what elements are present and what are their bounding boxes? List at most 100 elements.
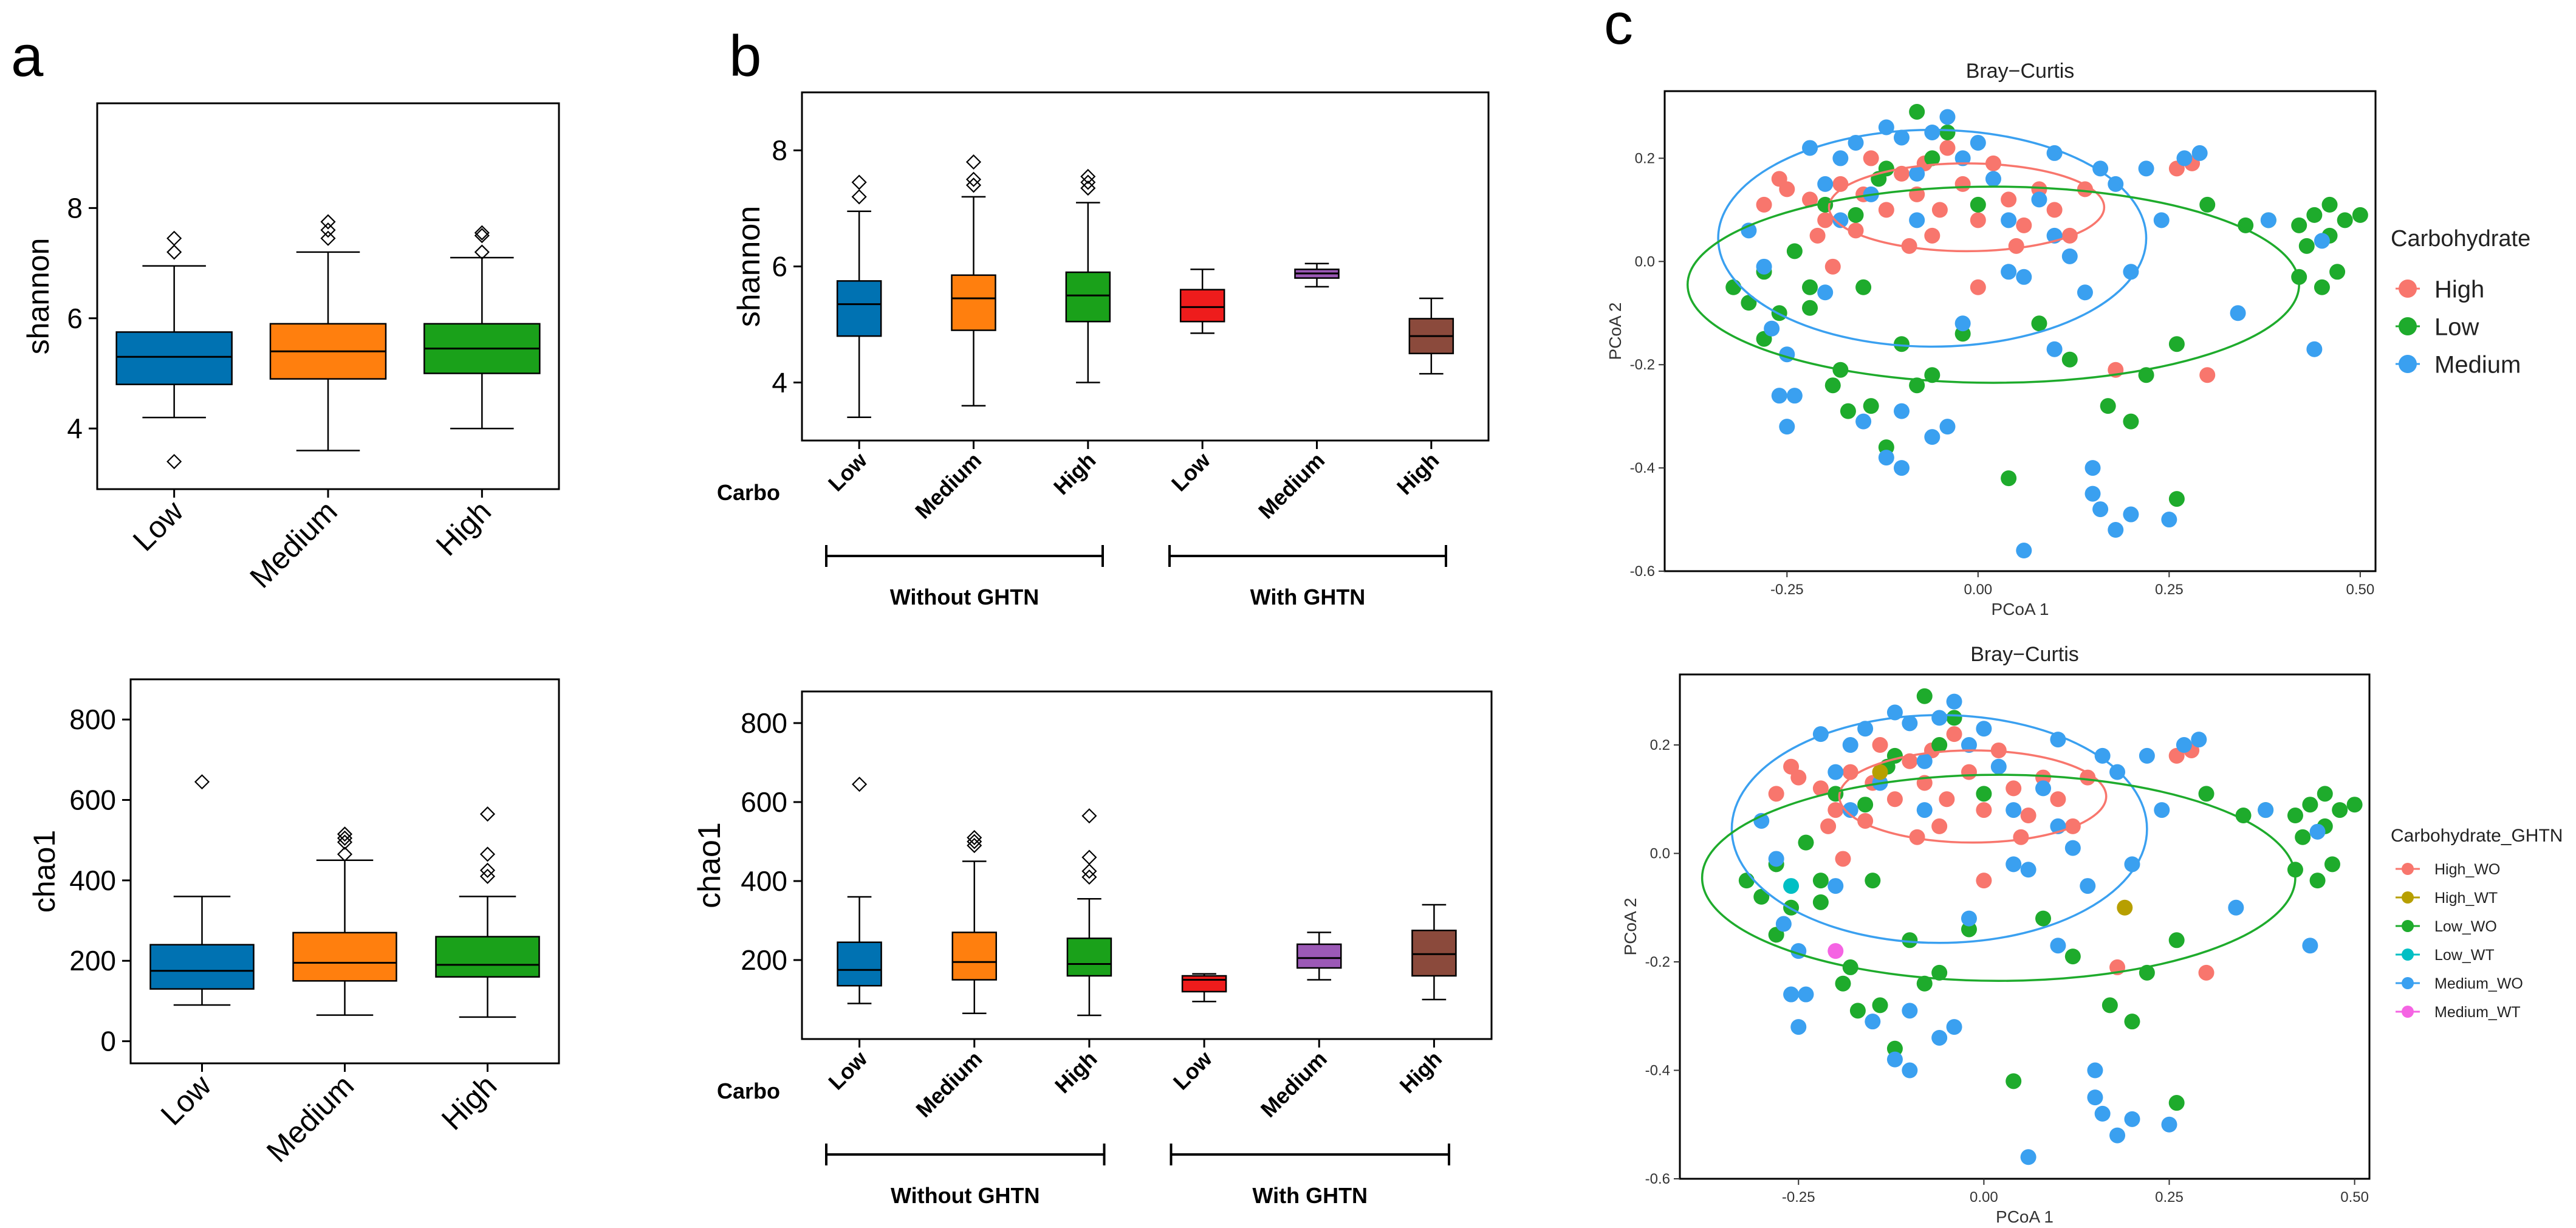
x-tick-label: Medium (260, 1068, 360, 1168)
point-medium (1961, 910, 1977, 927)
point-low (1909, 103, 1925, 120)
point-high (1771, 171, 1787, 187)
point-low (1976, 786, 1992, 802)
outlier-point (194, 774, 210, 790)
point-medium (1842, 737, 1858, 753)
point-low (1753, 888, 1770, 905)
point-low (1802, 279, 1818, 295)
point-high (1802, 191, 1818, 208)
point-low (1961, 921, 1977, 938)
y-tick-label: 400 (69, 865, 116, 896)
y-tick-label: -0.2 (1630, 357, 1655, 373)
point-low (2314, 279, 2330, 295)
y-tick-label: 0 (100, 1026, 116, 1057)
point-medium (2050, 938, 2066, 954)
point-low (2123, 413, 2139, 430)
box (1065, 271, 1111, 323)
point-medium (2094, 1105, 2111, 1122)
point-medium (2001, 212, 2017, 228)
point-high (1872, 737, 1888, 753)
point-medium (2061, 248, 2078, 264)
legend-key (2402, 977, 2414, 989)
point-high (1756, 196, 1772, 213)
y-tick-label: 0.2 (1635, 150, 1655, 166)
point-medium (1990, 758, 2007, 775)
point-low (2061, 351, 2078, 368)
point-high (2198, 964, 2215, 981)
point-medium (1817, 284, 1834, 301)
point-medium (1798, 986, 1814, 1003)
group-axis-label: Carbo (717, 1079, 780, 1103)
point-low (1902, 932, 1918, 948)
point-medium (1924, 124, 1941, 140)
point-medium (2016, 269, 2032, 285)
plot-frame (1679, 673, 2371, 1180)
point-medium (2016, 543, 2032, 559)
plot-frame (1663, 90, 2377, 572)
box (836, 280, 882, 337)
point-high (1820, 818, 1837, 834)
point-medium (2309, 823, 2326, 840)
point-low (2235, 808, 2252, 824)
point-low (1863, 398, 1879, 414)
outlier-point (852, 777, 868, 792)
point-low (1939, 124, 1956, 140)
outlier-point (967, 837, 982, 854)
x-tick-label: High (435, 1068, 503, 1136)
group-label: Without GHTN (891, 1183, 1040, 1208)
ellipse-medium (1730, 714, 2148, 944)
point-medium (1970, 134, 1986, 151)
x-axis-label: PCoA 1 (1992, 600, 2049, 619)
point-high (1909, 829, 1925, 845)
point-medium (1828, 764, 1844, 780)
x-tick-label: Medium (1256, 1046, 1332, 1122)
point-low (2006, 1073, 2022, 1089)
y-axis-label: shannon (21, 238, 55, 355)
panel-letter-a: a (11, 24, 44, 89)
point-medium (1775, 916, 1792, 932)
point-high (1809, 227, 1826, 244)
outlier-point (166, 230, 182, 246)
point-medium (2077, 284, 2093, 301)
point-low (2317, 786, 2333, 802)
ellipse-high (1828, 162, 2106, 253)
y-tick-label: 200 (69, 945, 116, 976)
point-low (1886, 1040, 1903, 1057)
point-low (2302, 797, 2318, 813)
x-tick-label: Medium (1253, 448, 1329, 524)
point-medium (1790, 1019, 1807, 1035)
y-tick-label: 600 (741, 786, 787, 818)
legend-key (2402, 891, 2414, 904)
outlier-point (479, 862, 496, 878)
point-medium (1924, 429, 1941, 445)
point-medium (1786, 388, 1803, 404)
outlier-point (967, 829, 982, 846)
y-tick-label: 0.2 (1650, 737, 1670, 753)
point-medium (1931, 1029, 1948, 1046)
x-tick-label: Medium (911, 1046, 987, 1122)
outlier-point (851, 174, 867, 190)
point-medium (2092, 501, 2109, 518)
point-high (1901, 238, 1917, 254)
point-medium (1902, 1003, 1918, 1019)
x-tick-label: 0.00 (1964, 581, 1992, 598)
point-medium (2108, 522, 2124, 538)
point-medium (2046, 145, 2063, 161)
outlier-point (337, 846, 353, 862)
point-medium (1878, 450, 1894, 466)
point-medium (1894, 403, 1910, 419)
point-low (2332, 802, 2348, 818)
point-medium (1865, 1014, 1881, 1030)
outlier-point (1080, 168, 1096, 185)
y-tick-label: -0.4 (1645, 1063, 1670, 1079)
y-tick-label: 0.0 (1650, 846, 1670, 862)
point-high (1946, 726, 1962, 743)
point-medium (2001, 264, 2017, 280)
point-high (1939, 791, 1955, 808)
point-medium (2020, 1149, 2036, 1165)
legend-item: Low_WO (2434, 918, 2497, 935)
outlier-point (337, 834, 353, 850)
point-medium (1909, 212, 1925, 228)
point-medium (1939, 419, 1956, 435)
